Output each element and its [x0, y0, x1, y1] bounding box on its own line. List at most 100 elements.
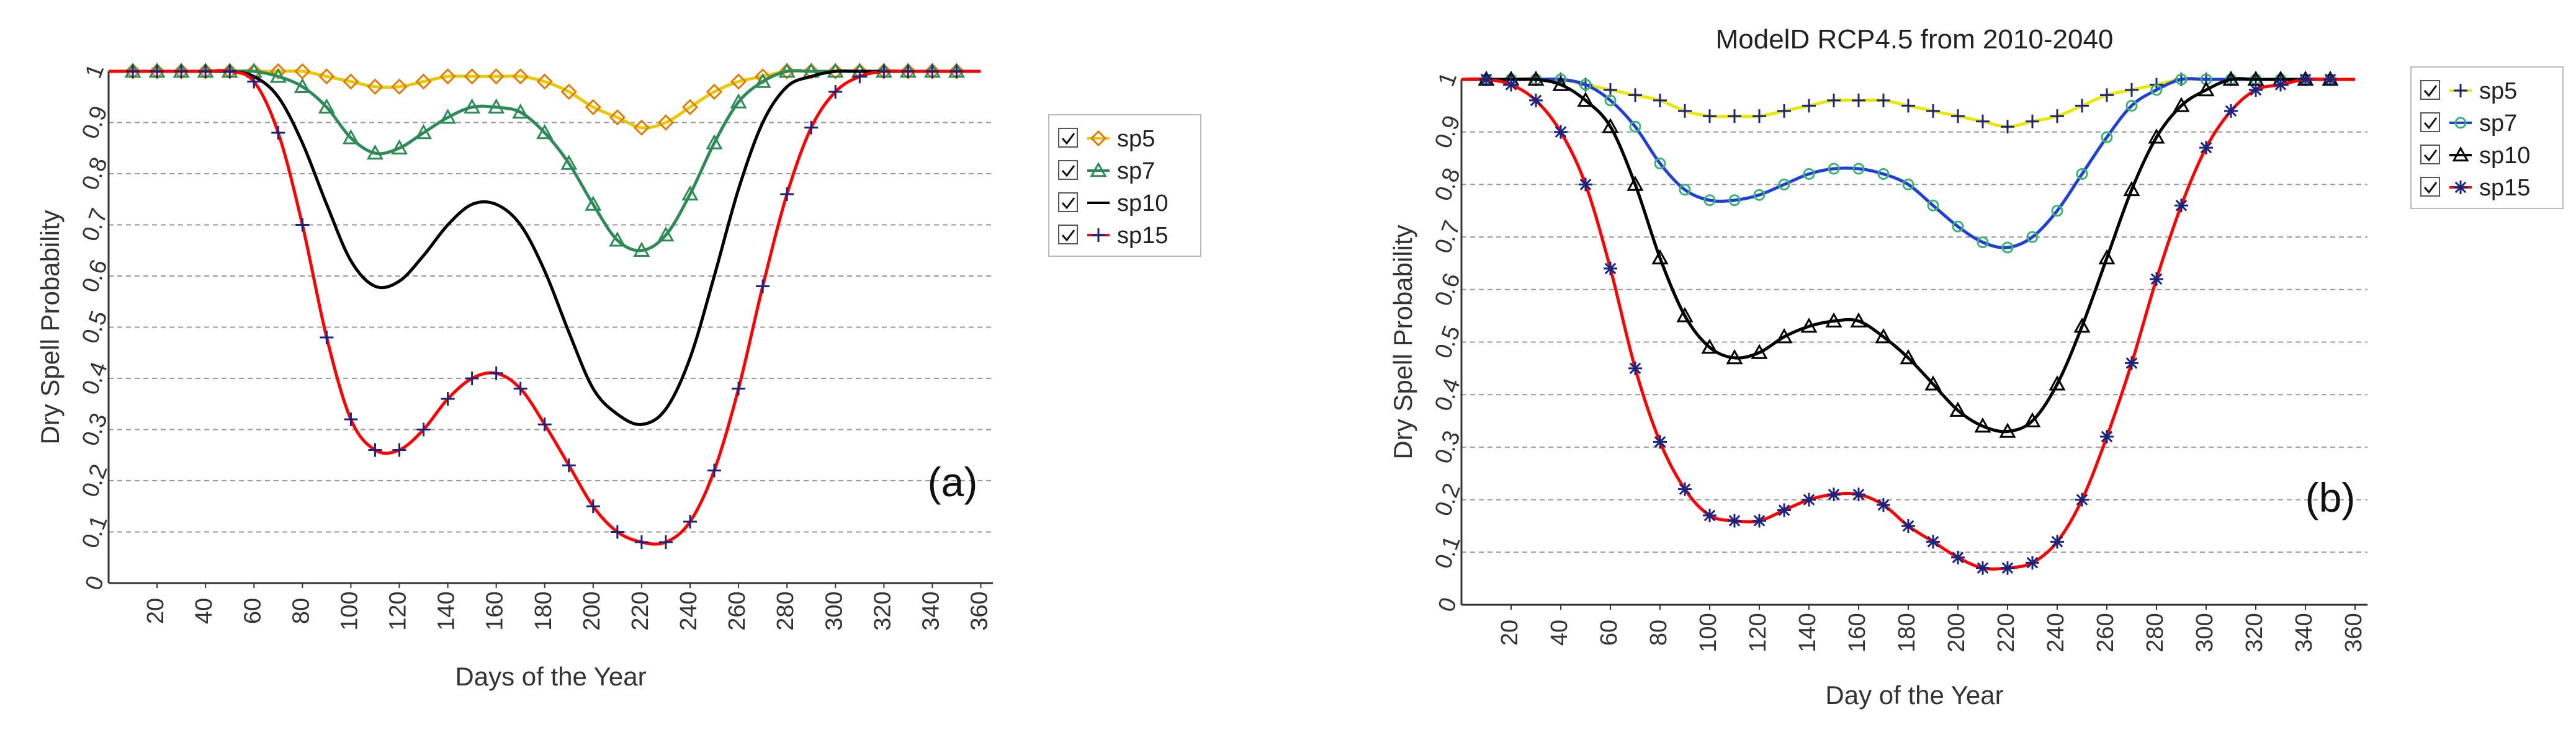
legend-marker-sp15 [2454, 181, 2467, 194]
x-tick-label: 20 [143, 598, 169, 624]
data-point-sp5 [2075, 99, 2089, 113]
series-line-sp7 [108, 69, 981, 252]
data-point-sp15 [2050, 535, 2064, 549]
data-point-sp15 [804, 120, 819, 135]
data-point-sp10 [1527, 70, 1545, 86]
data-point-sp15 [247, 74, 261, 89]
data-point-sp15 [150, 65, 164, 78]
data-point-sp5 [2125, 82, 2138, 97]
data-point-sp5 [1728, 109, 1741, 123]
legend-marker-sp10 [2452, 146, 2469, 162]
data-point-sp5 [270, 63, 287, 80]
checkmark-icon [2423, 117, 2438, 130]
data-point-sp5 [1827, 93, 1841, 107]
y-tick-label: 0.9 [77, 102, 113, 142]
x-axis-title: Day of the Year [1825, 680, 2003, 710]
data-point-sp5 [560, 83, 577, 100]
data-point-sp15 [2274, 78, 2287, 92]
data-point-sp10 [1602, 118, 1619, 133]
data-point-sp10 [1900, 349, 1917, 365]
data-point-sp15 [2224, 104, 2238, 118]
data-point-sp7 [1877, 167, 1890, 180]
data-point-sp15 [199, 65, 213, 78]
x-tick-label: 240 [676, 591, 702, 630]
data-point-sp10 [2222, 70, 2240, 86]
data-point-sp5 [1951, 109, 1965, 123]
data-point-sp5 [1802, 99, 1816, 113]
data-point-sp7 [488, 98, 505, 114]
data-point-sp7 [2001, 241, 2014, 254]
data-point-sp15 [1777, 503, 1791, 517]
y-tick-label: 0.1 [1430, 532, 1466, 572]
x-tick-label: 260 [2093, 613, 2119, 652]
data-point-sp5 [681, 99, 699, 115]
data-point-sp7 [730, 93, 747, 109]
x-tick-label: 200 [579, 591, 605, 630]
data-point-sp7 [342, 129, 359, 145]
data-point-sp15 [513, 381, 527, 396]
data-point-sp15 [610, 525, 624, 539]
legend-label-sp15: sp15 [1117, 223, 1168, 249]
data-point-sp15 [295, 218, 310, 232]
data-point-sp15 [780, 187, 794, 201]
data-point-sp7 [585, 195, 602, 211]
data-point-sp15 [416, 422, 431, 437]
legend-marker-sp5 [1090, 130, 1107, 147]
y-tick-label: 0.8 [1430, 164, 1466, 204]
data-point-sp5 [1678, 104, 1692, 118]
data-point-sp15 [1678, 482, 1692, 496]
y-tick-label: 0.2 [1430, 480, 1466, 520]
data-point-sp10 [1751, 344, 1768, 359]
data-point-sp15 [1504, 78, 1518, 92]
x-tick-label: 260 [724, 591, 750, 630]
x-tick-label: 240 [2043, 613, 2069, 652]
data-point-sp10 [2024, 412, 2041, 427]
x-tick-label: 220 [627, 591, 653, 630]
data-point-sp15 [271, 126, 285, 140]
data-point-sp5 [318, 68, 335, 85]
data-point-sp15 [1479, 73, 1493, 86]
series-line-sp15 [108, 69, 981, 546]
data-point-sp10 [1850, 312, 1867, 328]
data-point-sp7 [390, 139, 408, 155]
data-point-sp15 [756, 279, 770, 293]
data-point-sp10 [2173, 97, 2190, 112]
data-point-sp5 [2001, 120, 2014, 134]
data-point-sp7 [1604, 94, 1617, 107]
data-point-sp10 [1627, 176, 1644, 191]
data-point-sp7 [2076, 167, 2088, 180]
checkmark-icon [1061, 197, 1075, 210]
data-point-sp7 [1753, 189, 1766, 201]
data-point-sp5 [1777, 104, 1791, 118]
data-point-sp5 [803, 63, 820, 80]
data-point-sp10 [1552, 76, 1569, 91]
data-point-sp5 [827, 63, 844, 80]
data-point-sp5 [1976, 114, 1990, 128]
data-point-sp7 [1679, 184, 1691, 196]
y-tick-label: 0.5 [77, 307, 113, 347]
data-point-sp7 [1629, 120, 1641, 133]
data-point-sp15 [2125, 356, 2138, 370]
data-point-sp15 [1653, 435, 1667, 449]
y-tick-label: 0.3 [77, 409, 113, 449]
data-point-sp5 [1901, 99, 1915, 113]
x-axis-title: Days of the Year [455, 662, 646, 691]
y-tick-label: 0.4 [77, 359, 113, 398]
data-point-sp7 [294, 78, 311, 94]
checkmark-icon [1061, 165, 1075, 177]
x-tick-label: 200 [1944, 613, 1970, 652]
data-point-sp15 [2249, 82, 2263, 97]
data-point-sp10 [1701, 338, 1718, 354]
data-point-sp7 [269, 68, 287, 83]
data-point-sp15 [2075, 493, 2089, 507]
y-tick-label: 0.3 [1430, 427, 1466, 467]
x-tick-label: 280 [773, 591, 799, 630]
data-point-sp5 [1703, 109, 1717, 123]
data-point-sp5 [1926, 104, 1940, 118]
data-point-sp7 [1828, 163, 1840, 175]
data-point-sp15 [1926, 535, 1940, 549]
data-point-sp7 [2051, 205, 2063, 217]
x-tick-label: 180 [531, 591, 557, 630]
